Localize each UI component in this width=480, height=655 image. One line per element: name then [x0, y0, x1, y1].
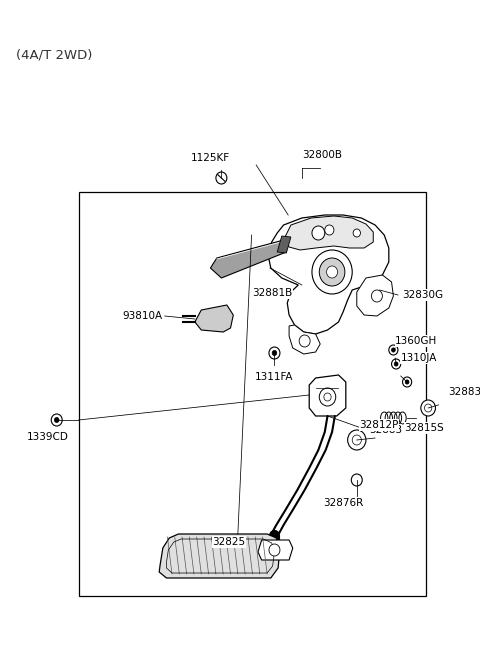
- Circle shape: [421, 400, 435, 416]
- Circle shape: [326, 266, 337, 278]
- Text: 1125KF: 1125KF: [191, 153, 230, 163]
- Text: 32812P: 32812P: [360, 420, 399, 430]
- Text: 32883: 32883: [369, 425, 402, 435]
- Circle shape: [54, 417, 59, 422]
- Circle shape: [403, 377, 412, 387]
- Polygon shape: [268, 215, 389, 334]
- Circle shape: [394, 362, 398, 366]
- Text: 1360GH: 1360GH: [395, 336, 437, 346]
- Text: 32815S: 32815S: [404, 423, 444, 433]
- Circle shape: [325, 225, 334, 235]
- Circle shape: [319, 258, 345, 286]
- Polygon shape: [210, 240, 287, 278]
- Circle shape: [389, 345, 398, 355]
- Text: 1310JA: 1310JA: [401, 353, 437, 363]
- Circle shape: [312, 250, 352, 294]
- Circle shape: [351, 474, 362, 486]
- Text: 93810A: 93810A: [123, 311, 163, 321]
- Polygon shape: [277, 236, 291, 253]
- Polygon shape: [195, 305, 233, 332]
- Polygon shape: [159, 534, 280, 578]
- Circle shape: [312, 226, 325, 240]
- Circle shape: [299, 335, 310, 347]
- Text: 32830G: 32830G: [403, 290, 444, 300]
- Circle shape: [424, 404, 432, 412]
- Bar: [79, 192, 426, 596]
- Circle shape: [324, 393, 331, 401]
- Circle shape: [216, 172, 227, 184]
- Circle shape: [392, 359, 401, 369]
- Polygon shape: [258, 540, 293, 560]
- Polygon shape: [309, 375, 346, 416]
- Text: 32800B: 32800B: [302, 150, 342, 160]
- Text: 32825: 32825: [212, 537, 245, 547]
- Circle shape: [405, 380, 409, 384]
- Circle shape: [269, 544, 280, 556]
- Circle shape: [272, 350, 277, 356]
- Text: 32876R: 32876R: [323, 498, 363, 508]
- Circle shape: [352, 435, 361, 445]
- Circle shape: [372, 290, 383, 302]
- Text: 32881B: 32881B: [252, 288, 293, 298]
- Polygon shape: [357, 275, 394, 316]
- Text: (4A/T 2WD): (4A/T 2WD): [16, 48, 93, 61]
- Text: 1311FA: 1311FA: [255, 372, 294, 382]
- Circle shape: [269, 347, 280, 359]
- Text: 1339CD: 1339CD: [26, 432, 69, 442]
- Text: 32883: 32883: [448, 387, 480, 397]
- Circle shape: [353, 229, 360, 237]
- Circle shape: [319, 388, 336, 406]
- Circle shape: [51, 414, 62, 426]
- Polygon shape: [289, 325, 320, 354]
- Circle shape: [348, 430, 366, 450]
- Polygon shape: [285, 216, 373, 250]
- Circle shape: [392, 348, 396, 352]
